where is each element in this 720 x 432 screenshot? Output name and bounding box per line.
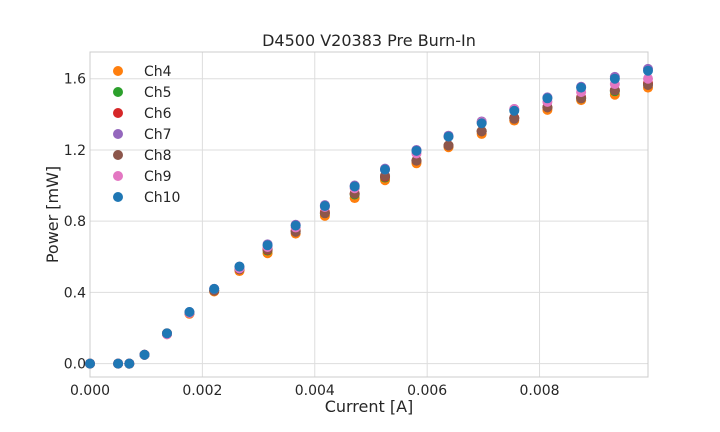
data-point: [509, 113, 520, 124]
data-points: [85, 63, 653, 369]
data-point: [113, 358, 124, 369]
data-point: [139, 349, 150, 360]
x-axis-ticks: 0.000 0.002 0.004 0.006 0.008: [70, 383, 560, 399]
grid: [89, 52, 648, 377]
legend-label: Ch5: [144, 85, 172, 101]
legend-marker: [113, 150, 123, 160]
y-tick-label: 1.2: [64, 143, 86, 159]
plot-area-frame: [89, 51, 649, 378]
data-point: [509, 105, 520, 116]
data-point: [209, 283, 220, 294]
legend-label: Ch4: [144, 64, 172, 80]
x-axis-title: Current [A]: [325, 397, 414, 416]
data-point: [184, 307, 195, 317]
data-point: [542, 93, 553, 104]
data-point: [319, 201, 330, 212]
data-point: [411, 155, 422, 166]
legend-marker: [113, 108, 123, 118]
legend-marker: [113, 87, 123, 97]
data-point: [124, 358, 135, 369]
legend-label: Ch8: [144, 148, 172, 164]
data-point: [476, 118, 487, 129]
data-point: [85, 358, 95, 369]
data-point: [349, 181, 360, 192]
data-point: [609, 73, 620, 84]
x-tick-label: 0.006: [407, 383, 447, 399]
legend-marker: [113, 129, 123, 139]
data-point: [411, 145, 422, 156]
data-point: [262, 240, 273, 251]
data-point: [290, 220, 301, 231]
data-point: [443, 140, 454, 151]
legend-label: Ch7: [144, 127, 172, 143]
data-point: [643, 73, 653, 84]
data-point: [443, 131, 454, 142]
legend-marker: [113, 66, 123, 76]
data-point: [643, 65, 653, 76]
y-tick-label: 0.0: [64, 357, 86, 373]
y-axis-title: Power [mW]: [43, 166, 62, 263]
legend-marker: [113, 192, 123, 202]
legend-marker: [113, 171, 123, 181]
series-ch10: [85, 65, 653, 369]
x-tick-label: 0.002: [182, 383, 222, 399]
legend-label: Ch9: [144, 169, 172, 185]
legend: Ch4 Ch5 Ch6 Ch7 Ch8 Ch9 Ch10: [113, 64, 180, 206]
data-point: [576, 82, 587, 93]
data-point: [380, 164, 391, 175]
x-tick-label: 0.004: [295, 383, 335, 399]
data-point: [161, 328, 172, 339]
x-tick-label: 0.000: [70, 383, 110, 399]
y-tick-label: 0.4: [64, 285, 86, 301]
legend-label: Ch6: [144, 106, 172, 122]
data-point: [476, 126, 487, 137]
x-tick-label: 0.008: [519, 383, 559, 399]
legend-label: Ch10: [144, 190, 180, 206]
chart-title: D4500 V20383 Pre Burn-In: [262, 31, 476, 50]
y-tick-label: 1.6: [64, 72, 86, 88]
y-axis-ticks: 0.0 0.4 0.8 1.2 1.6: [64, 72, 86, 373]
data-point: [234, 261, 245, 272]
y-tick-label: 0.8: [64, 214, 86, 230]
